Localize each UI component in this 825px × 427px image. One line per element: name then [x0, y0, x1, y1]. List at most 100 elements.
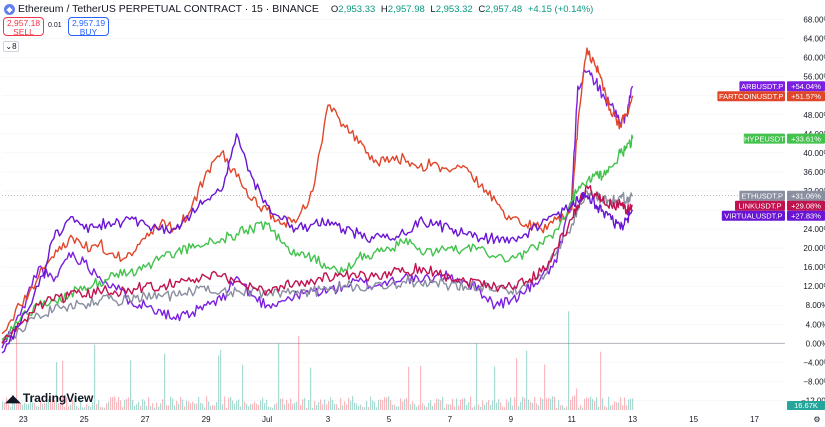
- volume-bar: [514, 397, 516, 410]
- x-tick-label: 7: [448, 415, 453, 424]
- volume-bar: [234, 403, 236, 410]
- volume-bar: [370, 396, 372, 410]
- series-name-badge: ETHUSDT.P: [739, 190, 785, 201]
- volume-bar: [344, 401, 346, 410]
- volume-bar: [580, 405, 582, 410]
- volume-bar: [566, 406, 568, 410]
- y-tick-label: 40.00%: [803, 149, 825, 158]
- volume-bar: [586, 397, 588, 410]
- series-value-text: +31.06%: [791, 192, 821, 201]
- volume-bar: [630, 398, 632, 410]
- volume-bar: [394, 404, 396, 410]
- x-tick-label: 15: [689, 415, 698, 424]
- series-line[interactable]: [1, 47, 634, 335]
- volume-bar: [358, 406, 360, 410]
- volume-bar: [550, 398, 552, 410]
- volume-bar: [338, 407, 340, 410]
- volume-bar: [108, 401, 110, 410]
- sell-button[interactable]: 2,957.18 SELL: [3, 17, 44, 37]
- volume-bar: [66, 397, 68, 410]
- volume-bar: [180, 396, 182, 410]
- volume-bar: [606, 407, 608, 410]
- volume-bar: [552, 396, 554, 410]
- series-line[interactable]: [1, 185, 633, 344]
- volume-bar: [8, 404, 10, 410]
- volume-bar: [576, 388, 578, 410]
- series-line[interactable]: [1, 69, 634, 349]
- volume-bar: [614, 401, 616, 410]
- volume-bar: [76, 405, 78, 410]
- buy-button[interactable]: 2,957.19 BUY: [68, 17, 109, 37]
- volume-bar: [142, 399, 144, 410]
- volume-bar: [482, 400, 484, 410]
- volume-bar: [168, 405, 170, 410]
- sell-label: SELL: [13, 27, 34, 37]
- volume-bar: [184, 406, 186, 410]
- volume-bar: [334, 403, 336, 410]
- volume-bar: [140, 405, 142, 410]
- volume-bar: [272, 407, 274, 410]
- volume-bar: [136, 404, 138, 410]
- volume-bar: [58, 403, 60, 410]
- series-name-badge: FARTCOINUSDT.P: [717, 91, 785, 102]
- volume-bar: [206, 396, 208, 410]
- volume-bar: [188, 401, 190, 410]
- y-tick-label: −8.00%: [803, 377, 825, 386]
- volume-bar: [434, 403, 436, 410]
- volume-bar: [270, 407, 272, 410]
- volume-bar: [224, 396, 226, 410]
- volume-bar: [558, 400, 560, 410]
- chart-header: ◆ Ethereum / TetherUS PERPETUAL CONTRACT…: [4, 2, 596, 16]
- indicators-toggle[interactable]: ⌄8: [3, 41, 19, 52]
- volume-bar: [80, 397, 82, 410]
- volume-bar: [506, 399, 508, 410]
- volume-bar: [348, 397, 350, 410]
- volume-bar: [218, 355, 220, 410]
- volume-bar: [48, 399, 50, 410]
- volume-bar: [214, 405, 216, 410]
- volume-bar: [298, 335, 300, 410]
- volume-bar: [390, 400, 392, 410]
- volume-bar: [204, 407, 206, 410]
- volume-bar: [54, 400, 56, 410]
- volume-bar: [626, 405, 628, 410]
- volume-bar: [368, 407, 370, 410]
- volume-bar: [548, 397, 550, 410]
- volume-bar: [278, 343, 280, 410]
- volume-bar: [282, 398, 284, 410]
- high-key: H: [380, 3, 388, 15]
- x-tick-label: 9: [509, 415, 514, 424]
- gear-icon[interactable]: ⚙: [813, 415, 820, 424]
- volume-bar: [288, 403, 290, 410]
- symbol-title[interactable]: Ethereum / TetherUS PERPETUAL CONTRACT ·…: [18, 3, 319, 15]
- volume-bar: [56, 362, 58, 410]
- volume-bar: [328, 401, 330, 410]
- volume-bar: [152, 403, 154, 410]
- y-tick-label: 4.00%: [806, 320, 825, 329]
- volume-bar: [556, 407, 558, 410]
- volume-bar: [386, 397, 388, 410]
- volume-histogram: [2, 311, 634, 410]
- volume-bar: [216, 402, 218, 410]
- volume-bar: [286, 399, 288, 410]
- series-line[interactable]: [1, 133, 634, 354]
- volume-bar: [516, 358, 518, 410]
- volume-bar: [432, 405, 434, 410]
- volume-bar: [50, 398, 52, 410]
- volume-bar: [532, 402, 534, 410]
- volume-bar: [118, 397, 120, 410]
- volume-bar: [280, 398, 282, 410]
- volume-bar: [74, 397, 76, 410]
- grid: [2, 19, 785, 401]
- volume-bar: [426, 407, 428, 410]
- volume-bar: [132, 400, 134, 410]
- series-line[interactable]: [1, 134, 634, 342]
- volume-bar: [450, 404, 452, 410]
- volume-bar: [300, 405, 302, 410]
- tradingview-logo[interactable]: ◢◣ TradingView: [5, 391, 93, 405]
- volume-bar: [290, 398, 292, 410]
- volume-bar: [396, 406, 398, 410]
- volume-bar: [416, 406, 418, 410]
- series-line[interactable]: [1, 190, 633, 344]
